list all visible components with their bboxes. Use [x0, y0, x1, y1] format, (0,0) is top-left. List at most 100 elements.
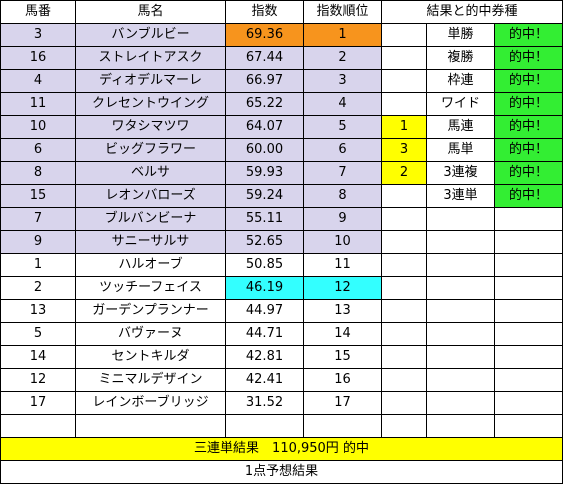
- table-row: 12 ミニマルデザイン 42.41 16: [0, 368, 563, 392]
- place-marker: [381, 46, 427, 70]
- empty-cell: [494, 414, 563, 438]
- horse-rank: 7: [303, 161, 382, 185]
- horse-name: ワタシマツワ: [75, 115, 226, 139]
- horse-number: 1: [0, 253, 76, 277]
- horse-index: 55.11: [225, 207, 304, 231]
- horse-rank: 4: [303, 92, 382, 116]
- horse-rank: 15: [303, 345, 382, 369]
- horse-rank: 11: [303, 253, 382, 277]
- empty-cell: [381, 414, 427, 438]
- place-marker: [381, 184, 427, 208]
- place-marker: 3: [381, 138, 427, 162]
- footer-caption: 1点予想結果: [0, 460, 563, 484]
- horse-number: 3: [0, 23, 76, 47]
- horse-rank: 13: [303, 299, 382, 323]
- horse-name: ベルサ: [75, 161, 226, 185]
- empty-cell: [381, 230, 427, 254]
- bet-type: 馬単: [426, 138, 495, 162]
- empty-cell: [426, 322, 495, 346]
- place-marker: 1: [381, 115, 427, 139]
- horse-rank: 2: [303, 46, 382, 70]
- empty-cell: [494, 345, 563, 369]
- empty-cell: [494, 207, 563, 231]
- horse-number: 8: [0, 161, 76, 185]
- horse-index: 67.44: [225, 46, 304, 70]
- horse-index: 42.41: [225, 368, 304, 392]
- bet-type: 枠連: [426, 69, 495, 93]
- empty-cell: [426, 391, 495, 415]
- horse-number: 11: [0, 92, 76, 116]
- empty-cell: [381, 368, 427, 392]
- horse-rank: 16: [303, 368, 382, 392]
- summary-banner: 三連単結果 110,950円 的中: [0, 437, 563, 461]
- hit-badge: 的中！: [494, 115, 563, 139]
- empty-cell: [381, 299, 427, 323]
- table-row: 5 バヴァーヌ 44.71 14: [0, 322, 563, 346]
- hit-badge: 的中！: [494, 69, 563, 93]
- empty-cell: [75, 414, 226, 438]
- horse-name: ハルオーブ: [75, 253, 226, 277]
- horse-rank: 1: [303, 23, 382, 47]
- table-row: 14 セントキルダ 42.81 15: [0, 345, 563, 369]
- place-marker: [381, 69, 427, 93]
- empty-cell: [426, 368, 495, 392]
- empty-cell: [381, 276, 427, 300]
- empty-cell: [494, 368, 563, 392]
- empty-cell: [381, 207, 427, 231]
- horse-name: ツッチーフェイス: [75, 276, 226, 300]
- hit-badge: 的中！: [494, 184, 563, 208]
- empty-cell: [381, 345, 427, 369]
- table-row: 10 ワタシマツワ 64.07 5 1 馬連 的中！: [0, 115, 563, 139]
- table-row: 16 ストレイトアスク 67.44 2 複勝 的中！: [0, 46, 563, 70]
- horse-index: 44.71: [225, 322, 304, 346]
- horse-name: レインボーブリッジ: [75, 391, 226, 415]
- horse-number: 4: [0, 69, 76, 93]
- horse-number: 15: [0, 184, 76, 208]
- header-rank: 指数順位: [303, 0, 382, 24]
- horse-index: 31.52: [225, 391, 304, 415]
- empty-cell: [494, 230, 563, 254]
- table-row: 3 バンブルビー 69.36 1 単勝 的中！: [0, 23, 563, 47]
- place-marker: [381, 23, 427, 47]
- horse-index: 52.65: [225, 230, 304, 254]
- empty-cell: [426, 230, 495, 254]
- hit-badge: 的中！: [494, 138, 563, 162]
- empty-cell: [494, 299, 563, 323]
- header-name: 馬名: [75, 0, 226, 24]
- horse-index: 66.97: [225, 69, 304, 93]
- horse-index: 59.24: [225, 184, 304, 208]
- summary-row: 三連単結果 110,950円 的中: [0, 437, 563, 461]
- horse-number: 10: [0, 115, 76, 139]
- table-row: 17 レインボーブリッジ 31.52 17: [0, 391, 563, 415]
- horse-number: 6: [0, 138, 76, 162]
- empty-cell: [426, 414, 495, 438]
- hit-badge: 的中！: [494, 161, 563, 185]
- header-num: 馬番: [0, 0, 76, 24]
- place-marker: 2: [381, 161, 427, 185]
- header-result: 結果と的中券種: [381, 0, 563, 24]
- empty-cell: [426, 276, 495, 300]
- empty-cell: [381, 391, 427, 415]
- table-row: 2 ツッチーフェイス 46.19 12: [0, 276, 563, 300]
- table-row: 4 ディオデルマーレ 66.97 3 枠連 的中！: [0, 69, 563, 93]
- table-row: 7 ブルバンビーナ 55.11 9: [0, 207, 563, 231]
- horse-name: ブルバンビーナ: [75, 207, 226, 231]
- table-row: 8 ベルサ 59.93 7 2 3連複 的中！: [0, 161, 563, 185]
- horse-number: 16: [0, 46, 76, 70]
- horse-rank: 3: [303, 69, 382, 93]
- empty-cell: [426, 253, 495, 277]
- horse-index: 60.00: [225, 138, 304, 162]
- bet-type: ワイド: [426, 92, 495, 116]
- footer-row: 1点予想結果: [0, 460, 563, 484]
- empty-cell: [426, 299, 495, 323]
- horse-index: 59.93: [225, 161, 304, 185]
- horse-index: 65.22: [225, 92, 304, 116]
- empty-cell: [494, 391, 563, 415]
- horse-name: ビッグフラワー: [75, 138, 226, 162]
- blank-row: [0, 414, 563, 438]
- horse-name: クレセントウイング: [75, 92, 226, 116]
- horse-number: 9: [0, 230, 76, 254]
- horse-name: ミニマルデザイン: [75, 368, 226, 392]
- horse-rank: 14: [303, 322, 382, 346]
